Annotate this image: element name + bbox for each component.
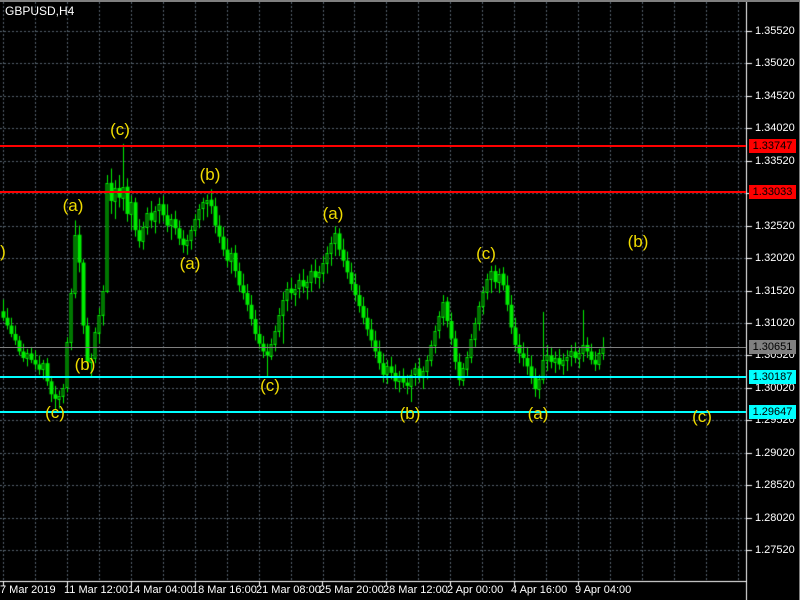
price-axis-label: 1.35020 [755, 57, 795, 70]
horizontal-line-resistance-lower[interactable] [0, 191, 746, 194]
price-axis-label: 1.28020 [755, 511, 795, 524]
price-tag-resistance-lower: 1.33033 [749, 185, 796, 200]
price-axis-label: 1.34020 [755, 122, 795, 135]
wave-label[interactable]: (c) [45, 403, 65, 422]
wave-label[interactable]: (a) [62, 196, 84, 215]
time-axis-label: 2 Apr 00:00 [447, 584, 504, 596]
time-axis-label: 4 Apr 16:00 [511, 584, 568, 596]
wave-label[interactable]: (c) [692, 407, 712, 426]
horizontal-line-resistance-upper[interactable] [0, 145, 746, 148]
wave-label[interactable]: (c) [476, 244, 496, 263]
wave-label[interactable]: (a) [527, 404, 549, 423]
time-axis-label: 11 Mar 12:00 [64, 584, 129, 596]
wave-label[interactable]: (a) [179, 254, 201, 273]
price-axis-label: 1.31520 [755, 284, 795, 297]
time-axis-label: 25 Mar 20:00 [319, 584, 384, 596]
time-axis-label: 7 Mar 2019 [0, 584, 56, 596]
time-axis-label: 28 Mar 12:00 [383, 584, 448, 596]
symbol-timeframe-label: GBPUSD,H4 [5, 4, 75, 18]
bid-price-line [0, 346, 746, 348]
time-axis-label: 21 Mar 08:00 [256, 584, 321, 596]
wave-label[interactable]: (a) [322, 204, 344, 223]
wave-label[interactable]: ) [0, 242, 6, 261]
horizontal-line-support-lower[interactable] [0, 411, 746, 413]
price-axis-label: 1.32520 [755, 219, 795, 232]
bid-price-tag: 1.30651 [749, 339, 796, 354]
price-tag-support-lower: 1.29647 [749, 405, 796, 419]
price-axis-label: 1.35520 [755, 25, 795, 37]
price-axis-label: 1.29020 [755, 446, 795, 459]
wave-label[interactable]: (c) [110, 120, 130, 139]
time-axis-label: 9 Apr 04:00 [575, 584, 632, 596]
price-tag-support-upper: 1.30187 [749, 369, 796, 384]
wave-label[interactable]: (b) [399, 404, 421, 423]
price-axis-label: 1.28520 [755, 479, 795, 492]
time-axis-label: 14 Mar 04:00 [128, 584, 193, 596]
price-axis-label: 1.33520 [755, 154, 795, 167]
price-axis-label: 1.27520 [755, 544, 795, 556]
price-axis-label: 1.32020 [755, 252, 795, 265]
wave-label[interactable]: (c) [260, 376, 280, 395]
wave-label[interactable]: (b) [627, 232, 649, 251]
wave-label[interactable]: (b) [74, 355, 96, 374]
price-tag-resistance-upper: 1.33747 [749, 139, 796, 154]
price-axis-label: 1.34520 [755, 89, 795, 102]
price-axis-label: 1.31020 [755, 316, 795, 329]
price-axis-label: 1.30020 [755, 381, 795, 394]
wave-label[interactable]: (b) [199, 165, 221, 184]
time-axis-label: 18 Mar 16:00 [192, 584, 257, 596]
horizontal-line-support-upper[interactable] [0, 375, 746, 378]
